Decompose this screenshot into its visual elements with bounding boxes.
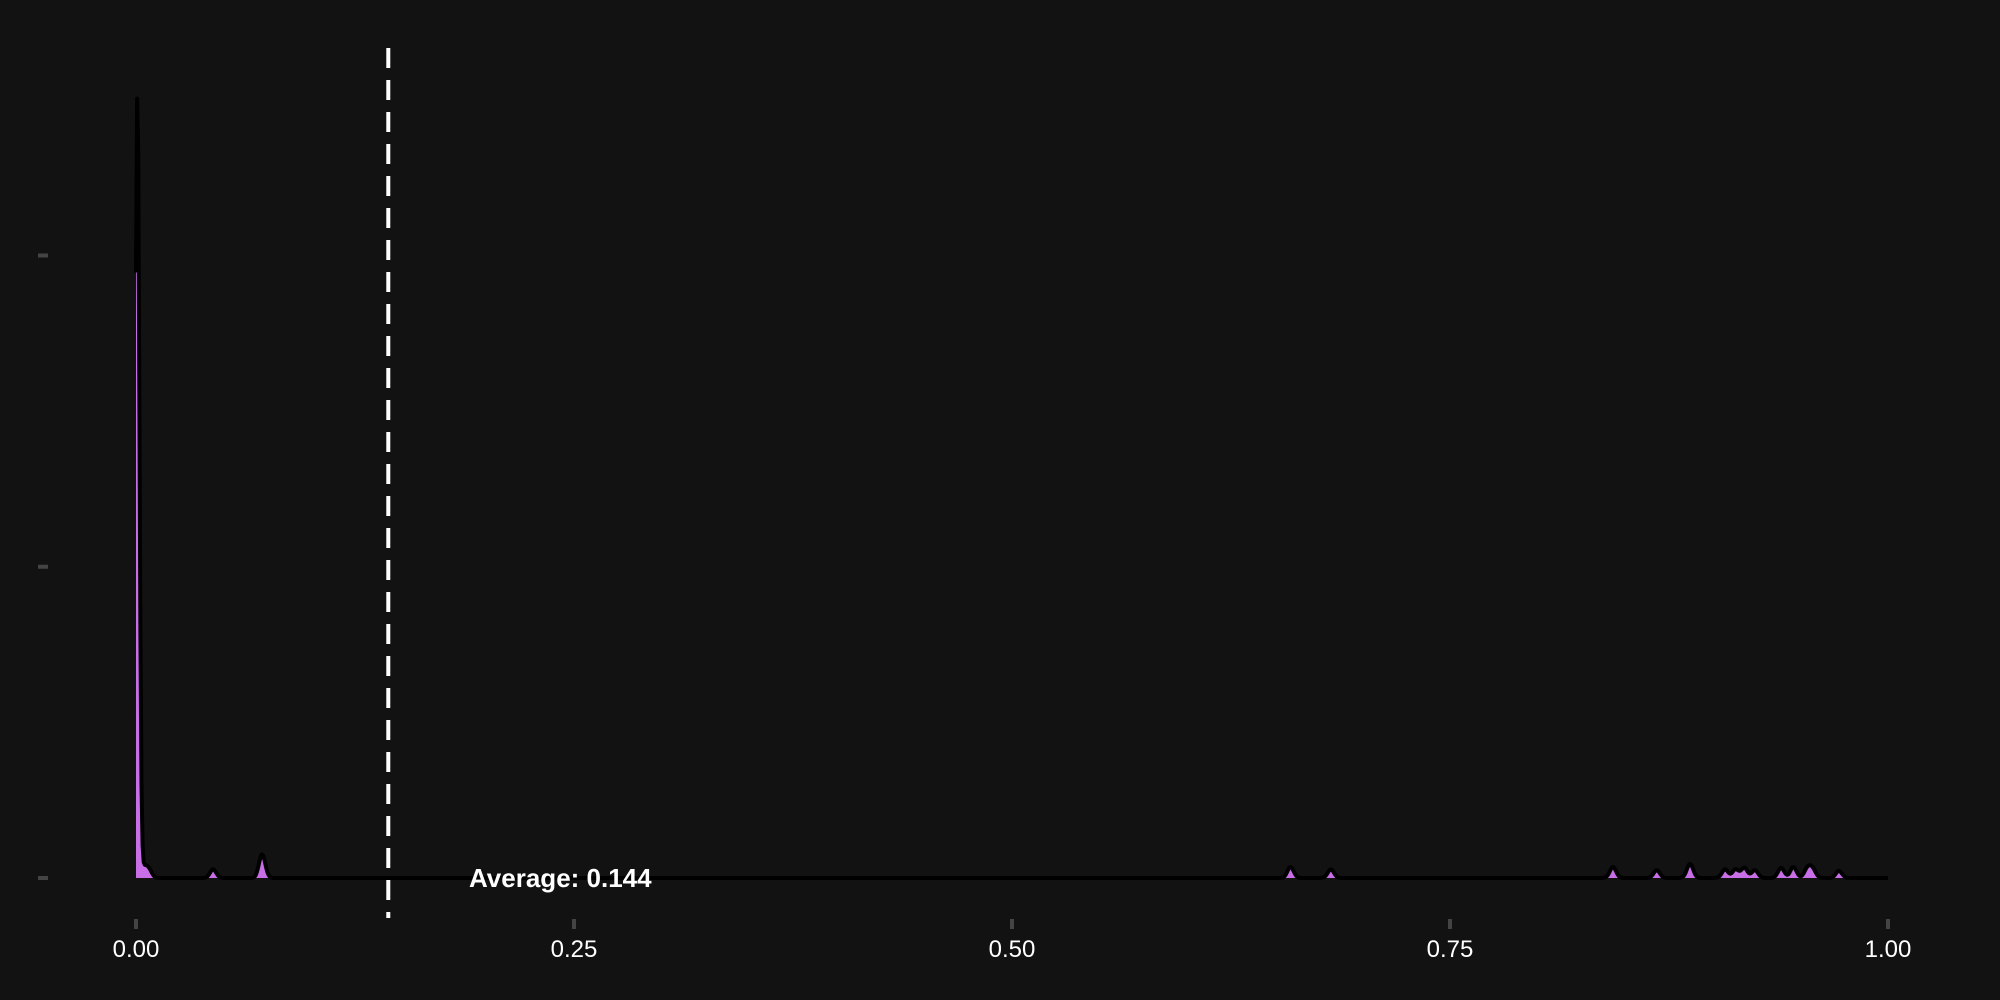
- average-label: Average: 0.144: [469, 863, 652, 893]
- x-tick-label-3: 0.75: [1427, 936, 1474, 963]
- x-tick-label-0: 0.00: [113, 936, 160, 963]
- x-tick-label-2: 0.50: [989, 936, 1036, 963]
- y-axis-ticks: [38, 253, 48, 880]
- x-tick-label-1: 0.25: [551, 936, 598, 963]
- x-tick-label-4: 1.00: [1865, 936, 1912, 963]
- x-axis-ticks: 0.00 0.25 0.50 0.75 1.00: [113, 919, 1912, 963]
- density-line: [134, 96, 1889, 880]
